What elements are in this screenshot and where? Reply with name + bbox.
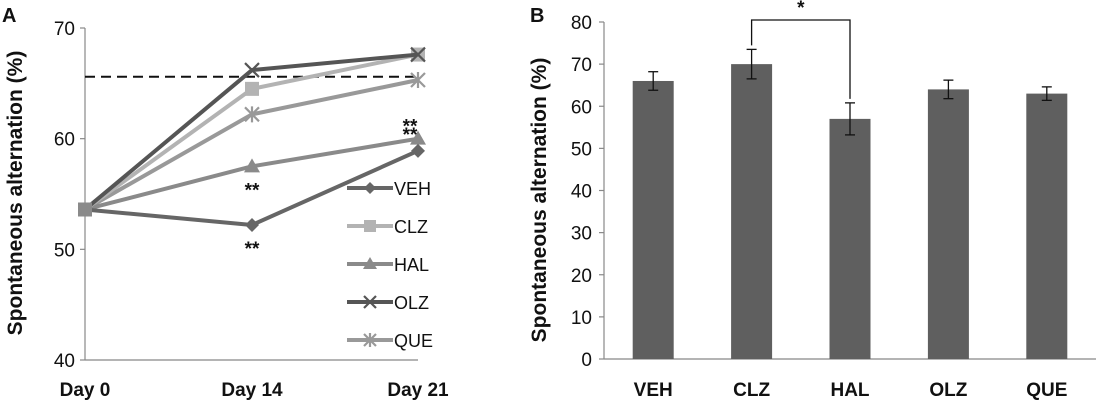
panel-b-y-tick-label: 30 xyxy=(571,224,592,245)
panel-a-y-tick-label: 50 xyxy=(54,240,75,261)
marker-square xyxy=(245,81,259,96)
bar-olz xyxy=(927,89,969,360)
legend-label-clz: CLZ xyxy=(394,217,428,237)
marker-triangle xyxy=(410,130,426,145)
panel-b-x-tick-label: QUE xyxy=(1026,380,1067,401)
panel-a-y-tick-label: 40 xyxy=(54,351,75,372)
error-bar-veh xyxy=(648,71,659,91)
panel-b-x-tick-label: HAL xyxy=(830,380,869,401)
series-hal xyxy=(84,130,426,212)
marker-triangle xyxy=(244,158,260,173)
panel-b-x-tick-label: VEH xyxy=(634,380,673,401)
significance-annotation: ** xyxy=(245,180,260,201)
marker-square xyxy=(364,220,376,232)
bar-hal xyxy=(829,118,871,359)
legend-label-olz: OLZ xyxy=(394,293,429,313)
error-bar-que xyxy=(1041,86,1052,102)
significance-annotation: ** xyxy=(403,125,418,146)
error-bar-hal xyxy=(845,102,855,136)
legend-label-que: QUE xyxy=(394,331,433,351)
panel-a-x-tick-label: Day 14 xyxy=(221,380,283,401)
series-que xyxy=(84,72,426,212)
panel-a-y-tick-label: 70 xyxy=(54,19,75,40)
panel-a-x-tick-label: Day 0 xyxy=(60,380,111,401)
error-bar-clz xyxy=(746,48,757,80)
panel-b-significance-bracket: * xyxy=(750,0,851,99)
panel-b-y-tick-label: 80 xyxy=(571,13,592,34)
marker-star xyxy=(410,72,426,89)
panel-a-y-tick-label: 60 xyxy=(54,130,75,151)
panel-b-y-tick-label: 0 xyxy=(581,350,592,371)
marker-x xyxy=(410,46,426,63)
significance-star: * xyxy=(797,0,805,19)
marker-x xyxy=(244,62,260,78)
marker-x xyxy=(363,295,377,309)
start-point-marker xyxy=(78,202,92,217)
panel-b-y-tick-label: 50 xyxy=(571,139,592,160)
legend-label-veh: VEH xyxy=(394,179,431,199)
marker-diamond xyxy=(364,182,376,194)
panel-a-line-chart: A Spontaneous alternation (%) 40 50 60 70 D… xyxy=(2,5,449,401)
panel-b-x-tick-label: CLZ xyxy=(733,380,770,401)
significance-bracket-line xyxy=(750,19,851,99)
series-veh xyxy=(84,143,425,232)
panel-b-letter: B xyxy=(530,5,544,27)
panel-a-y-axis-label: Spontaneous alternation (%) xyxy=(4,51,27,336)
panel-b-y-tick-label: 60 xyxy=(571,97,592,118)
significance-annotation: ** xyxy=(245,239,260,260)
panel-b-bar-chart: B Spontaneous alternation (%) 0 10 20 30 40 5… xyxy=(528,0,1096,401)
marker-star xyxy=(244,106,260,123)
panel-b-y-tick-label: 70 xyxy=(571,55,592,76)
panel-b-y-tick-label: 40 xyxy=(571,182,592,203)
legend-label-hal: HAL xyxy=(394,255,429,275)
bar-que xyxy=(1026,93,1068,360)
significance-annotation: ** xyxy=(403,117,418,138)
marker-star xyxy=(363,333,377,347)
panel-b-x-tick-label: OLZ xyxy=(929,380,967,401)
bar-clz xyxy=(731,64,773,359)
marker-diamond xyxy=(245,217,259,232)
panel-a-x-tick-label: Day 21 xyxy=(387,380,449,401)
series-olz xyxy=(83,46,426,212)
marker-diamond xyxy=(411,143,425,158)
panel-a-letter: A xyxy=(2,5,16,27)
error-bar-olz xyxy=(943,79,954,100)
panel-b-y-tick-label: 10 xyxy=(571,308,592,329)
panel-b-y-tick-label: 20 xyxy=(571,266,592,287)
panel-a-legend: VEH CLZ HAL OLZ QUE xyxy=(347,179,433,351)
panel-b-y-axis-label: Spontaneous alternation (%) xyxy=(528,58,551,343)
marker-triangle xyxy=(363,257,377,269)
bar-veh xyxy=(632,80,674,359)
